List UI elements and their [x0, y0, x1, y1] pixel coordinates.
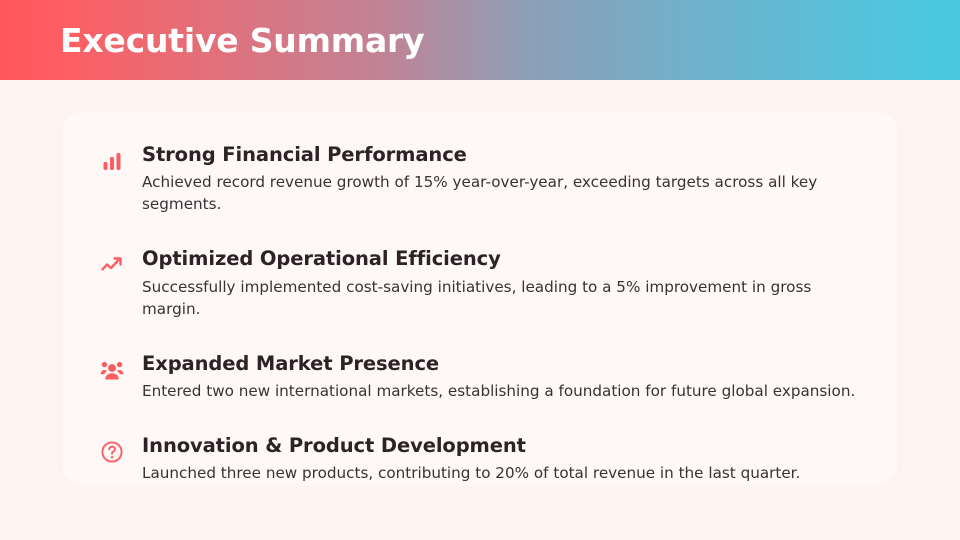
list-item-title: Expanded Market Presence	[142, 351, 440, 375]
list-item-body: Achieved record revenue growth of 15% ye…	[142, 173, 818, 214]
list-item-body: Successfully implemented cost-saving ini…	[142, 277, 812, 318]
header-band: Executive Summary	[0, 0, 960, 80]
list-item-title: Strong Financial Performance	[142, 143, 467, 166]
list-item-body: Launched three new products, contributin…	[142, 464, 801, 483]
users-group-icon	[100, 358, 124, 382]
trending-up-icon	[100, 253, 124, 277]
content-card: Strong Financial Performance Achieved re…	[63, 112, 897, 485]
list-item-text: Expanded Market Presence Entered two new…	[142, 351, 867, 402]
list-item-title: Innovation & Product Development	[142, 434, 526, 458]
list-item-text: Optimized Operational Efficiency Success…	[142, 246, 867, 319]
list-item: Expanded Market Presence Entered two new…	[63, 351, 897, 402]
list-item-text: Innovation & Product Development Launche…	[142, 433, 867, 484]
list-item: Innovation & Product Development Launche…	[63, 433, 897, 484]
bullet-list: Strong Financial Performance Achieved re…	[63, 112, 897, 484]
list-item-body: Entered two new international markets, e…	[142, 382, 856, 401]
bar-chart-icon	[100, 149, 124, 173]
page-title: Executive Summary	[60, 20, 425, 60]
question-circle-icon	[100, 440, 124, 464]
list-item-title: Optimized Operational Efficiency	[142, 247, 501, 271]
list-item-text: Strong Financial Performance Achieved re…	[142, 142, 867, 215]
list-item: Optimized Operational Efficiency Success…	[63, 246, 897, 319]
list-item: Strong Financial Performance Achieved re…	[63, 142, 897, 215]
